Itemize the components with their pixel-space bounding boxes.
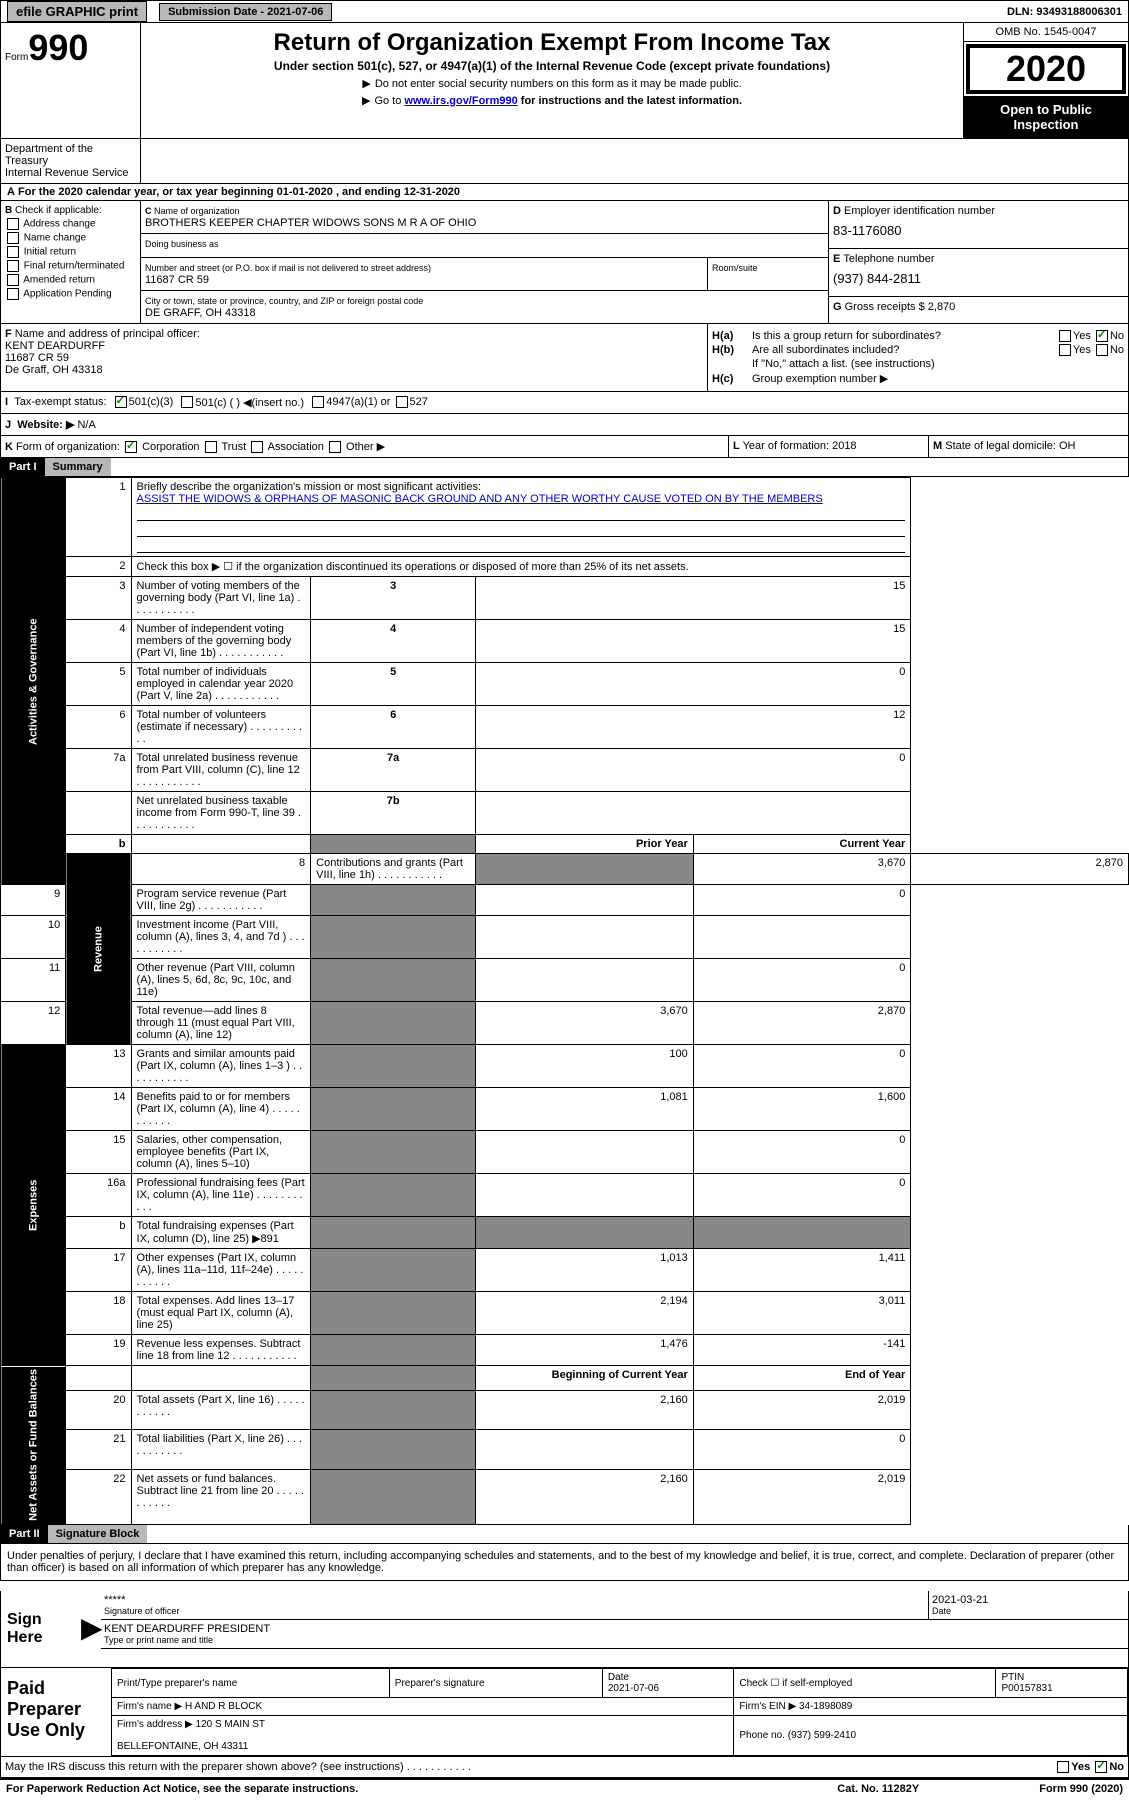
ha-yes-checkbox[interactable] — [1059, 330, 1071, 342]
goto-instruction: Go to www.irs.gov/Form990 for instructio… — [147, 94, 957, 107]
officer-name-title: KENT DEARDURFF PRESIDENT — [104, 1623, 270, 1635]
room-suite-box: Room/suite — [708, 258, 828, 290]
name-change-checkbox[interactable] — [7, 232, 19, 244]
form-of-org-box: K Form of organization: Corporation Trus… — [1, 436, 728, 457]
preparer-grid: Print/Type preparer's namePreparer's sig… — [111, 1668, 1128, 1756]
box-b-checklist: B Check if applicable: Address change Na… — [1, 201, 141, 323]
dept-row: Department of the Treasury Internal Reve… — [0, 139, 1129, 184]
tax-year: 2020 — [966, 44, 1126, 94]
discuss-yes-checkbox[interactable] — [1057, 1761, 1069, 1773]
hb-yes-checkbox[interactable] — [1059, 344, 1071, 356]
year-formation-box: L Year of formation: 2018 — [728, 436, 928, 457]
mission-text: ASSIST THE WIDOWS & ORPHANS OF MASONIC B… — [137, 493, 823, 505]
amended-return-checkbox[interactable] — [7, 274, 19, 286]
tax-exempt-status-row: I Tax-exempt status: 501(c)(3) 501(c) ( … — [0, 392, 1129, 414]
form-header: Form990 Return of Organization Exempt Fr… — [0, 23, 1129, 139]
application-pending-checkbox[interactable] — [7, 288, 19, 300]
form990-link[interactable]: www.irs.gov/Form990 — [404, 95, 517, 107]
expenses-side-label: Expenses — [1, 1045, 66, 1366]
revenue-side-label: Revenue — [66, 854, 131, 1045]
other-checkbox[interactable] — [329, 441, 341, 453]
corporation-checkbox[interactable] — [125, 441, 137, 453]
top-bar: efile GRAPHIC print Submission Date - 20… — [0, 0, 1129, 23]
paid-preparer-label: Paid Preparer Use Only — [1, 1668, 111, 1756]
hb-no-checkbox[interactable] — [1096, 344, 1108, 356]
city-box: City or town, state or province, country… — [141, 291, 828, 323]
ha-no-checkbox[interactable] — [1096, 330, 1108, 342]
perjury-statement: Under penalties of perjury, I declare th… — [0, 1544, 1129, 1581]
address-change-checkbox[interactable] — [7, 218, 19, 230]
dba-box: Doing business as — [141, 234, 828, 258]
telephone-box: E Telephone number (937) 844-2811 — [829, 249, 1128, 297]
501c-checkbox[interactable] — [181, 396, 193, 408]
4947-checkbox[interactable] — [312, 396, 324, 408]
part2-header: Part IISignature Block — [0, 1525, 1129, 1544]
sign-here-label: Sign Here — [1, 1591, 81, 1667]
governance-side-label: Activities & Governance — [1, 478, 66, 885]
street-address-box: Number and street (or P.O. box if mail i… — [141, 258, 708, 290]
final-return-checkbox[interactable] — [7, 260, 19, 272]
gross-receipts-box: G Gross receipts $ 2,870 — [829, 297, 1128, 317]
principal-officer-box: F Name and address of principal officer:… — [1, 324, 708, 391]
discuss-row: May the IRS discuss this return with the… — [0, 1757, 1129, 1778]
ssn-warning: Do not enter social security numbers on … — [147, 77, 957, 90]
sign-arrow-icon: ▶ — [81, 1591, 101, 1667]
line-a-tax-year: A For the 2020 calendar year, or tax yea… — [0, 184, 1129, 201]
ein-box: D Employer identification number 83-1176… — [829, 201, 1128, 249]
row-f-h: F Name and address of principal officer:… — [0, 324, 1129, 392]
part1-header: Part ISummary — [0, 458, 1129, 477]
form-prefix: Form — [5, 52, 28, 63]
open-to-public: Open to Public Inspection — [964, 96, 1128, 138]
state-domicile-box: M State of legal domicile: OH — [928, 436, 1128, 457]
discuss-no-checkbox[interactable] — [1095, 1761, 1107, 1773]
form-number: 990 — [28, 27, 88, 68]
efile-graphic-print-button[interactable]: efile GRAPHIC print — [7, 1, 147, 22]
dln: DLN: 93493188006301 — [1001, 3, 1128, 21]
527-checkbox[interactable] — [396, 396, 408, 408]
group-return-box: H(a) Is this a group return for subordin… — [708, 324, 1128, 391]
summary-table: Activities & Governance 1Briefly describ… — [0, 477, 1129, 1525]
omb-number: OMB No. 1545-0047 — [964, 23, 1128, 42]
org-name-box: C Name of organization BROTHERS KEEPER C… — [141, 201, 828, 234]
netassets-side-label: Net Assets or Fund Balances — [1, 1366, 66, 1525]
identification-grid: B Check if applicable: Address change Na… — [0, 201, 1129, 324]
trust-checkbox[interactable] — [205, 441, 217, 453]
initial-return-checkbox[interactable] — [7, 246, 19, 258]
page-footer: For Paperwork Reduction Act Notice, see … — [0, 1778, 1129, 1798]
row-klm: K Form of organization: Corporation Trus… — [0, 436, 1129, 458]
main-title: Return of Organization Exempt From Incom… — [147, 29, 957, 57]
section-subtitle: Under section 501(c), 527, or 4947(a)(1)… — [147, 59, 957, 73]
association-checkbox[interactable] — [251, 441, 263, 453]
website-row: J Website: ▶ N/A — [0, 414, 1129, 436]
submission-date: Submission Date - 2021-07-06 — [159, 3, 332, 21]
501c3-checkbox[interactable] — [115, 396, 127, 408]
dept-treasury: Department of the Treasury Internal Reve… — [1, 139, 141, 183]
